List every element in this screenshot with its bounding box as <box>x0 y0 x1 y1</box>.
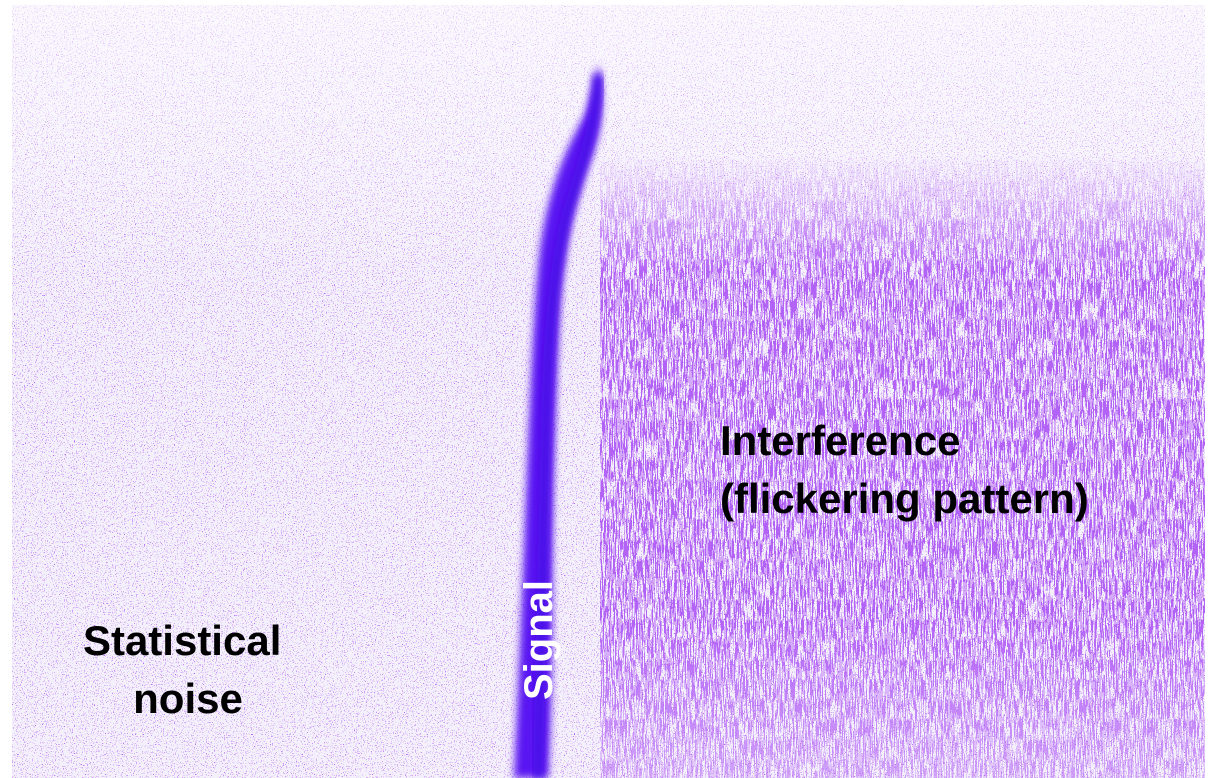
interference-label-line: Interference <box>720 417 960 464</box>
noise-label-line: Statistical <box>83 617 281 664</box>
noise-label-line: noise <box>133 675 243 722</box>
spectrum-figure: Statistical noise Signal Interference (f… <box>0 0 1213 778</box>
signal-label: Signal <box>517 580 561 700</box>
interference-stripes <box>600 5 1205 778</box>
interference-label-line: (flickering pattern) <box>720 475 1089 522</box>
